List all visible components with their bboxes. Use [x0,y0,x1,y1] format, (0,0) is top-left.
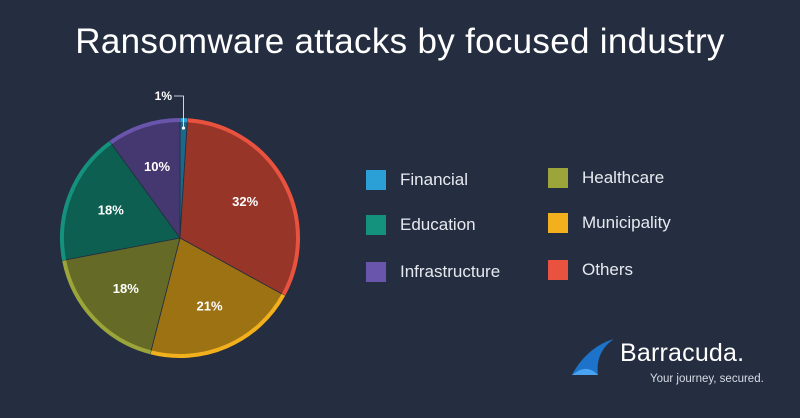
legend-label-municipality: Municipality [582,213,671,232]
pie-label-financial: 1% [155,89,173,103]
legend-swatch-others [548,260,568,280]
legend-label-infrastructure: Infrastructure [400,262,501,281]
pie-slices [59,117,301,359]
pie-rim-municipality [150,293,286,358]
pie-label-healthcare: 18% [113,281,139,296]
legend-label-others: Others [582,260,634,279]
chart-title: Ransomware attacks by focused industry [75,22,725,61]
legend-label-healthcare: Healthcare [582,168,665,187]
barracuda-wave-icon [572,339,614,375]
legend-swatch-financial [366,170,386,190]
pie-label-municipality: 21% [197,298,223,313]
legend-swatch-healthcare [548,168,568,188]
brand-tagline: Your journey, secured. [650,373,764,385]
pie-rim-healthcare [62,259,152,355]
brand-logo: Barracuda. Your journey, secured. [568,335,768,395]
legend-swatch-infrastructure [366,262,386,282]
pie-label-infrastructure: 10% [144,159,170,174]
legend-swatch-municipality [548,213,568,233]
pie-rim-infrastructure [109,118,181,145]
legend-item-financial: Financial [366,170,468,190]
pie-labels: 1% 32% 21% 18% 18% 10% [98,89,259,313]
legend-swatch-education [366,215,386,235]
legend-item-infrastructure: Infrastructure [366,262,500,282]
legend-item-municipality: Municipality [548,213,671,233]
legend-item-others: Others [548,260,633,280]
legend-item-education: Education [366,215,476,235]
legend-label-financial: Financial [400,170,469,189]
pie-label-others: 32% [232,194,258,209]
pie-rim-others [187,118,300,296]
pie-label-education: 18% [98,203,124,218]
legend-label-education: Education [400,215,476,234]
pie-rim-education [60,140,112,261]
brand-name: Barracuda. [620,339,745,367]
pie-leader-line [174,95,184,129]
legend-item-healthcare: Healthcare [548,168,664,188]
pie-leader-dot [181,126,186,130]
